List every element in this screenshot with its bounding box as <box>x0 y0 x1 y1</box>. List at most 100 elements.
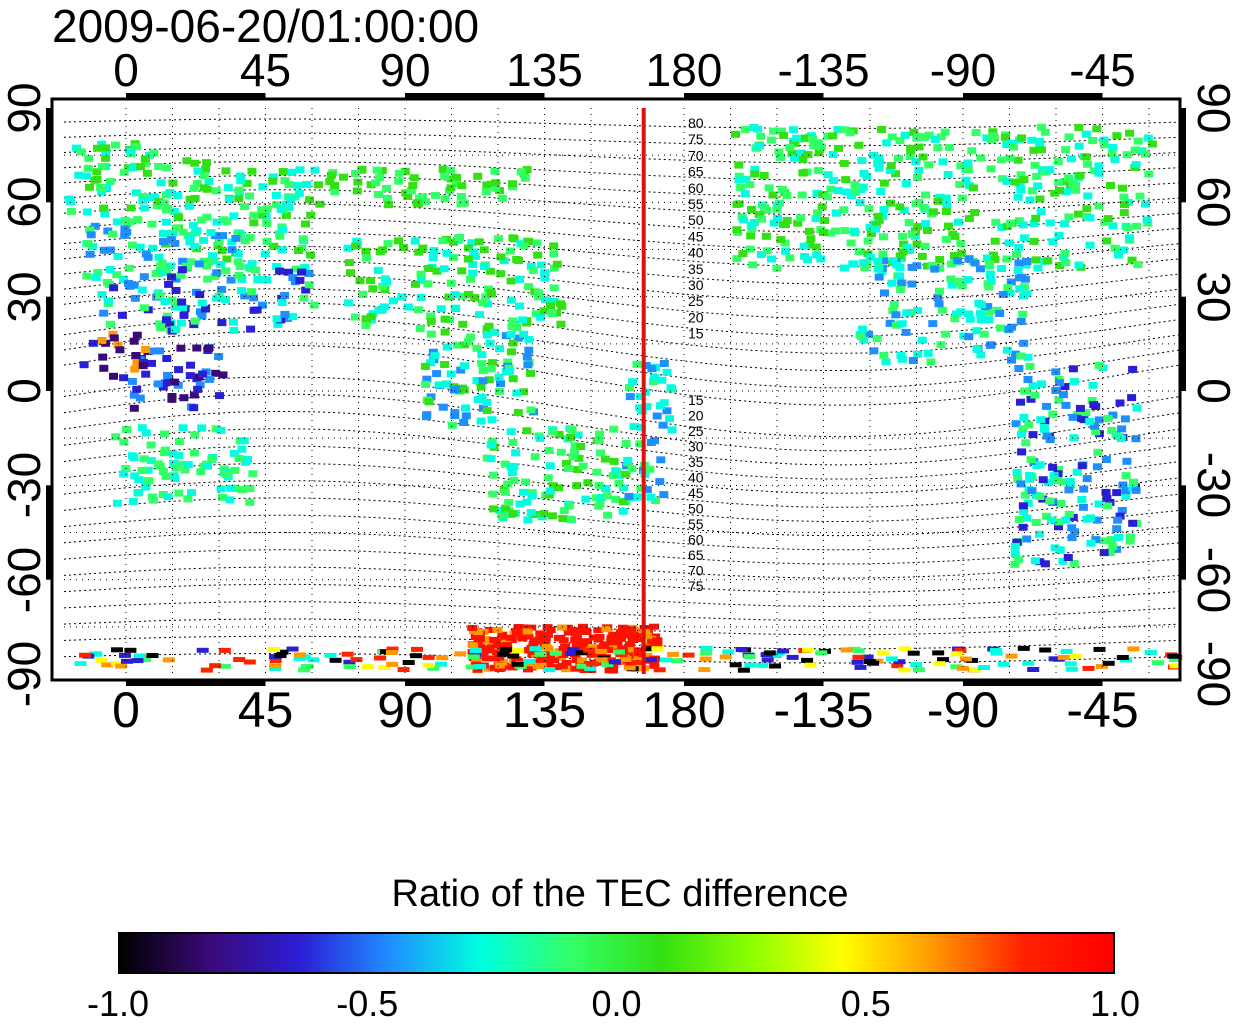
tec-cell <box>1019 283 1029 291</box>
tec-cell <box>972 345 982 353</box>
tec-cell <box>887 279 897 287</box>
tec-cell <box>772 264 782 272</box>
tec-cell <box>117 311 127 319</box>
tec-cell <box>452 173 461 181</box>
tec-cell <box>921 220 931 228</box>
tec-cell <box>428 254 438 262</box>
tec-cell <box>879 233 888 241</box>
tec-cell <box>649 662 660 669</box>
contour-label: 50 <box>688 501 704 517</box>
tec-cell <box>596 493 606 501</box>
tec-cell <box>304 269 314 277</box>
tec-cell <box>372 166 382 174</box>
tec-cell <box>1067 524 1077 532</box>
tec-cell <box>1015 285 1025 293</box>
tec-cell <box>99 364 109 372</box>
tec-cell <box>135 243 145 251</box>
tec-cell <box>912 667 925 673</box>
tec-cell <box>595 500 605 508</box>
tec-cell <box>524 346 534 354</box>
tec-cell <box>470 294 480 302</box>
tec-cell <box>754 211 764 219</box>
tec-cell <box>615 629 626 636</box>
tec-cell <box>218 493 227 501</box>
tec-cell <box>476 417 486 425</box>
tec-cell <box>465 664 478 670</box>
tec-cell <box>1114 251 1123 259</box>
tec-cell <box>211 369 221 377</box>
tec-cell <box>804 662 817 668</box>
tec-cell <box>1021 261 1031 269</box>
tec-cell <box>400 167 410 175</box>
tec-cell <box>957 194 967 202</box>
tec-cell <box>1064 133 1074 141</box>
tec-cell <box>192 227 202 235</box>
tec-cell <box>508 510 518 518</box>
tec-cell <box>473 172 483 180</box>
tec-cell <box>111 433 121 441</box>
tec-cell <box>211 425 221 433</box>
tec-cell <box>1050 189 1060 197</box>
tec-cell <box>750 165 760 173</box>
tec-cell <box>851 187 861 195</box>
tec-cell <box>901 328 911 336</box>
tec-cell <box>990 648 1002 653</box>
tec-cell <box>174 451 184 459</box>
tec-cell <box>892 321 901 329</box>
tec-cell <box>492 626 503 633</box>
tec-cell <box>225 496 235 504</box>
tec-cell <box>341 651 354 657</box>
tec-cell <box>1099 537 1109 545</box>
tec-cell <box>440 315 450 323</box>
tec-cell <box>98 163 107 171</box>
tec-cell <box>700 650 713 656</box>
tec-cell <box>130 365 140 373</box>
tec-cell <box>512 389 522 397</box>
tec-cell <box>542 631 553 638</box>
tec-cell <box>286 646 299 652</box>
tec-cell <box>247 260 257 268</box>
tec-cell <box>700 645 713 651</box>
tec-cell <box>361 664 374 670</box>
tec-cell <box>140 204 150 212</box>
longitude-tick-label: -135 <box>777 44 870 96</box>
tec-cell <box>858 325 867 333</box>
tec-cell <box>971 129 981 136</box>
tec-cell <box>1017 645 1030 651</box>
tec-cell <box>660 657 672 663</box>
tec-cell <box>828 132 838 140</box>
tec-cell <box>761 657 774 663</box>
tec-cell <box>1017 273 1026 281</box>
tec-cell <box>942 201 952 209</box>
tec-cell <box>521 478 531 486</box>
tec-cell <box>734 172 744 180</box>
tec-cell <box>892 261 902 269</box>
tec-cell <box>1010 560 1020 568</box>
axis-bar-top <box>405 93 545 99</box>
tec-cell <box>1031 214 1041 222</box>
tec-cell <box>1131 161 1141 169</box>
tec-cell <box>1052 477 1062 484</box>
tec-cell <box>442 343 452 351</box>
tec-cell <box>189 184 199 192</box>
tec-cell <box>1092 125 1102 133</box>
tec-cell <box>302 181 312 188</box>
tec-cell <box>415 325 425 333</box>
tec-cell <box>262 237 272 245</box>
tec-cell <box>487 290 497 298</box>
tec-cell <box>1026 395 1036 403</box>
tec-cell <box>82 208 92 216</box>
tec-cell <box>988 251 998 259</box>
tec-cell <box>133 216 143 224</box>
tec-cell <box>1036 208 1046 216</box>
tec-cell <box>635 393 645 400</box>
tec-cell <box>355 277 365 285</box>
tec-cell <box>269 242 279 250</box>
tec-cell <box>422 654 435 660</box>
tec-cell <box>74 171 84 179</box>
tec-cell <box>768 191 778 199</box>
tec-cell <box>474 238 484 246</box>
tec-cell <box>609 645 620 652</box>
tec-cell <box>485 267 495 275</box>
tec-cell <box>130 472 140 480</box>
